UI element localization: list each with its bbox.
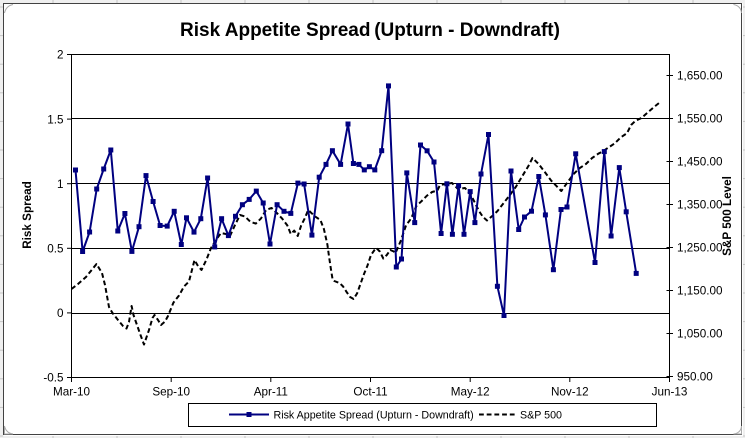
svg-text:1,150.00: 1,150.00 <box>677 285 723 298</box>
svg-text:1,350.00: 1,350.00 <box>677 199 723 212</box>
svg-text:1: 1 <box>57 178 64 191</box>
svg-text:1,650.00: 1,650.00 <box>677 70 723 83</box>
svg-text:950.00: 950.00 <box>677 371 713 384</box>
svg-text:Sep-10: Sep-10 <box>152 386 190 399</box>
svg-text:1,550.00: 1,550.00 <box>677 113 723 126</box>
svg-text:S&P 500: S&P 500 <box>520 410 562 422</box>
svg-text:S&P 500 Level: S&P 500 Level <box>721 176 734 256</box>
svg-text:2: 2 <box>57 49 64 62</box>
svg-text:1,050.00: 1,050.00 <box>677 328 723 341</box>
svg-text:Oct-11: Oct-11 <box>353 386 387 399</box>
svg-text:Risk Appetite Spread (Upturn -: Risk Appetite Spread (Upturn - Downdraft… <box>180 20 560 41</box>
svg-text:Apr-11: Apr-11 <box>254 386 288 399</box>
svg-text:1,250.00: 1,250.00 <box>677 242 723 255</box>
svg-text:Risk Spread: Risk Spread <box>21 181 34 249</box>
svg-text:Jun-13: Jun-13 <box>652 386 688 399</box>
svg-text:Mar-10: Mar-10 <box>53 386 91 399</box>
svg-text:Nov-12: Nov-12 <box>551 386 589 399</box>
svg-text:1,450.00: 1,450.00 <box>677 156 723 169</box>
svg-text:0: 0 <box>57 307 64 320</box>
svg-text:May-12: May-12 <box>451 386 490 399</box>
svg-text:1.5: 1.5 <box>47 113 64 126</box>
svg-text:Risk Appetite Spread (Upturn -: Risk Appetite Spread (Upturn - Downdraft… <box>274 410 474 422</box>
svg-text:0.5: 0.5 <box>47 243 64 256</box>
svg-text:-0.5: -0.5 <box>43 372 64 385</box>
